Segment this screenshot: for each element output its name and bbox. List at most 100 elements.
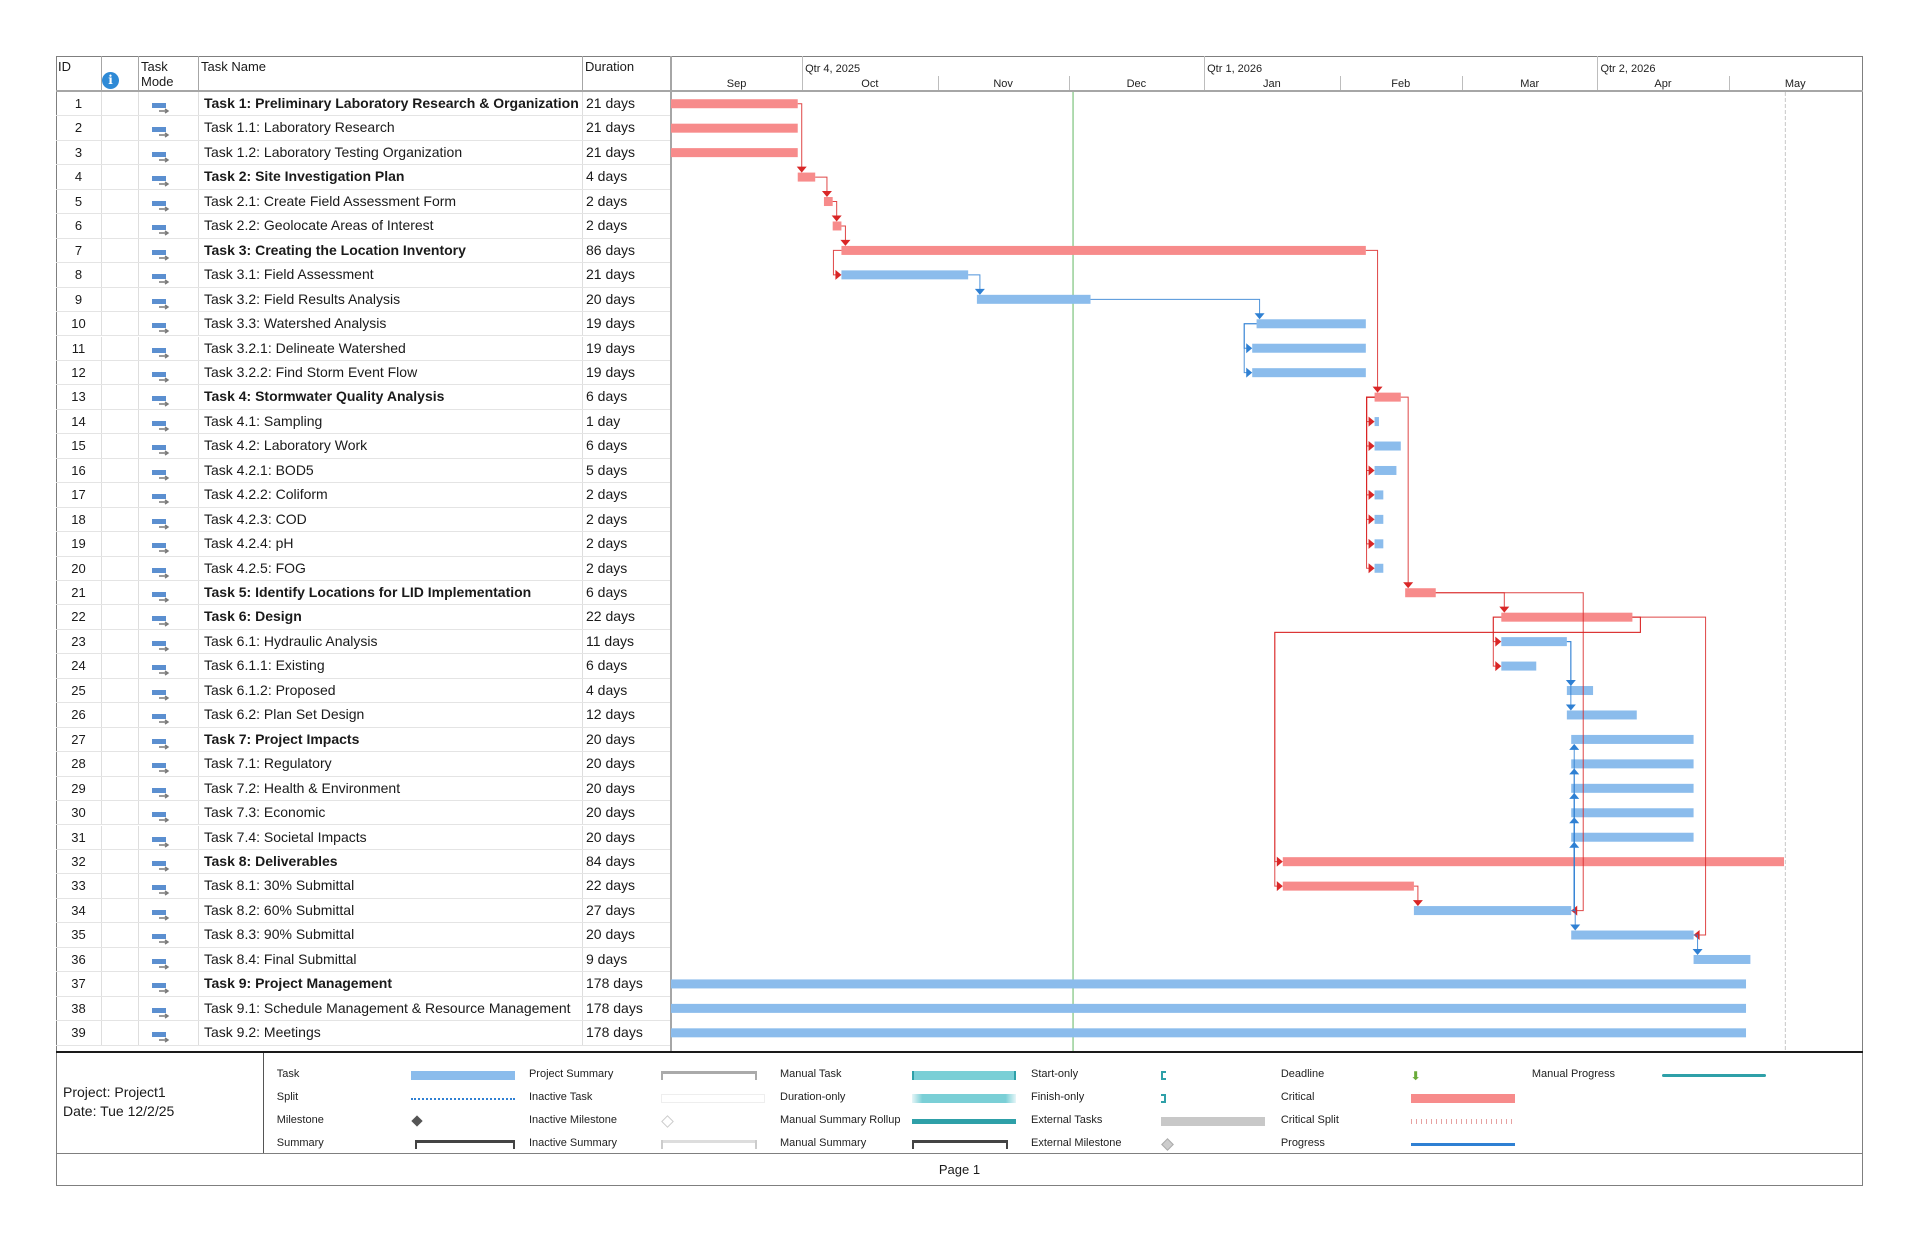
- task-duration[interactable]: 20 days: [583, 752, 671, 776]
- task-duration[interactable]: 6 days: [583, 654, 671, 678]
- task-mode-cell[interactable]: [139, 849, 199, 874]
- task-row[interactable]: 28 Task 7.1: Regulatory 20 days: [56, 752, 671, 777]
- task-row[interactable]: 36 Task 8.4: Final Submittal 9 days: [56, 947, 671, 973]
- task-mode-cell[interactable]: [139, 825, 199, 849]
- task-name[interactable]: Task 7.3: Economic: [199, 801, 583, 825]
- task-duration[interactable]: 20 days: [583, 776, 671, 801]
- task-row[interactable]: 34 Task 8.2: 60% Submittal 27 days: [56, 898, 671, 924]
- task-row[interactable]: 27 Task 7: Project Impacts 20 days: [56, 727, 671, 753]
- task-mode-cell[interactable]: [139, 581, 199, 605]
- task-mode-cell[interactable]: [139, 727, 199, 752]
- task-mode-cell[interactable]: [139, 801, 199, 825]
- task-mode-cell[interactable]: [139, 238, 199, 263]
- task-duration[interactable]: 2 days: [583, 189, 671, 214]
- column-header-id[interactable]: ID: [56, 56, 102, 92]
- task-mode-cell[interactable]: [139, 874, 199, 898]
- task-duration[interactable]: 19 days: [583, 312, 671, 336]
- task-mode-cell[interactable]: [139, 214, 199, 238]
- task-duration[interactable]: 21 days: [583, 263, 671, 287]
- task-mode-cell[interactable]: [139, 507, 199, 532]
- task-row[interactable]: 18 Task 4.2.3: COD 2 days: [56, 507, 671, 533]
- task-name[interactable]: Task 4.2: Laboratory Work: [199, 434, 583, 458]
- task-duration[interactable]: 21 days: [583, 116, 671, 140]
- task-row[interactable]: 30 Task 7.3: Economic 20 days: [56, 801, 671, 826]
- task-row[interactable]: 26 Task 6.2: Plan Set Design 12 days: [56, 703, 671, 728]
- task-mode-cell[interactable]: [139, 996, 199, 1021]
- task-duration[interactable]: 4 days: [583, 165, 671, 189]
- task-name[interactable]: Task 6: Design: [199, 605, 583, 629]
- task-row[interactable]: 6 Task 2.2: Geolocate Areas of Interest …: [56, 214, 671, 239]
- task-row[interactable]: 5 Task 2.1: Create Field Assessment Form…: [56, 189, 671, 215]
- task-name[interactable]: Task 4.2.1: BOD5: [199, 458, 583, 483]
- task-name[interactable]: Task 7.4: Societal Impacts: [199, 825, 583, 849]
- task-name[interactable]: Task 8: Deliverables: [199, 849, 583, 874]
- task-name[interactable]: Task 1.1: Laboratory Research: [199, 116, 583, 140]
- task-duration[interactable]: 6 days: [583, 581, 671, 605]
- task-mode-cell[interactable]: [139, 336, 199, 360]
- task-duration[interactable]: 6 days: [583, 385, 671, 409]
- task-mode-cell[interactable]: [139, 947, 199, 972]
- task-duration[interactable]: 4 days: [583, 678, 671, 703]
- task-mode-cell[interactable]: [139, 287, 199, 312]
- task-name[interactable]: Task 5: Identify Locations for LID Imple…: [199, 581, 583, 605]
- column-header-task-mode[interactable]: Task Mode: [139, 56, 199, 92]
- task-row[interactable]: 17 Task 4.2.2: Coliform 2 days: [56, 483, 671, 508]
- task-row[interactable]: 37 Task 9: Project Management 178 days: [56, 972, 671, 997]
- task-name[interactable]: Task 4.2.2: Coliform: [199, 483, 583, 507]
- task-row[interactable]: 35 Task 8.3: 90% Submittal 20 days: [56, 923, 671, 948]
- task-row[interactable]: 39 Task 9.2: Meetings 178 days: [56, 1021, 671, 1046]
- task-duration[interactable]: 20 days: [583, 287, 671, 312]
- task-row[interactable]: 16 Task 4.2.1: BOD5 5 days: [56, 458, 671, 484]
- task-row[interactable]: 33 Task 8.1: 30% Submittal 22 days: [56, 874, 671, 899]
- task-row[interactable]: 29 Task 7.2: Health & Environment 20 day…: [56, 776, 671, 802]
- task-duration[interactable]: 5 days: [583, 458, 671, 483]
- task-duration[interactable]: 20 days: [583, 801, 671, 825]
- task-name[interactable]: Task 3.2: Field Results Analysis: [199, 287, 583, 312]
- task-row[interactable]: 32 Task 8: Deliverables 84 days: [56, 849, 671, 875]
- task-duration[interactable]: 2 days: [583, 483, 671, 507]
- task-row[interactable]: 19 Task 4.2.4: pH 2 days: [56, 532, 671, 557]
- task-mode-cell[interactable]: [139, 923, 199, 947]
- task-duration[interactable]: 178 days: [583, 972, 671, 996]
- column-header-indicators[interactable]: [102, 56, 139, 92]
- task-name[interactable]: Task 7: Project Impacts: [199, 727, 583, 752]
- task-duration[interactable]: 22 days: [583, 605, 671, 629]
- task-duration[interactable]: 2 days: [583, 507, 671, 532]
- task-mode-cell[interactable]: [139, 1021, 199, 1045]
- task-mode-cell[interactable]: [139, 140, 199, 165]
- task-name[interactable]: Task 3.2.1: Delineate Watershed: [199, 336, 583, 360]
- task-duration[interactable]: 20 days: [583, 923, 671, 947]
- task-name[interactable]: Task 7.1: Regulatory: [199, 752, 583, 776]
- task-row[interactable]: 13 Task 4: Stormwater Quality Analysis 6…: [56, 385, 671, 410]
- task-mode-cell[interactable]: [139, 898, 199, 923]
- task-duration[interactable]: 21 days: [583, 140, 671, 165]
- task-duration[interactable]: 22 days: [583, 874, 671, 898]
- task-name[interactable]: Task 2.2: Geolocate Areas of Interest: [199, 214, 583, 238]
- task-duration[interactable]: 27 days: [583, 898, 671, 923]
- table-chart-divider[interactable]: [670, 56, 672, 1051]
- task-name[interactable]: Task 4.2.3: COD: [199, 507, 583, 532]
- task-name[interactable]: Task 8.1: 30% Submittal: [199, 874, 583, 898]
- task-name[interactable]: Task 3.1: Field Assessment: [199, 263, 583, 287]
- task-mode-cell[interactable]: [139, 776, 199, 801]
- task-duration[interactable]: 2 days: [583, 214, 671, 238]
- task-row[interactable]: 22 Task 6: Design 22 days: [56, 605, 671, 630]
- task-row[interactable]: 23 Task 6.1: Hydraulic Analysis 11 days: [56, 629, 671, 655]
- task-row[interactable]: 1 Task 1: Preliminary Laboratory Researc…: [56, 92, 671, 117]
- task-name[interactable]: Task 8.2: 60% Submittal: [199, 898, 583, 923]
- task-duration[interactable]: 19 days: [583, 360, 671, 385]
- task-duration[interactable]: 12 days: [583, 703, 671, 727]
- task-duration[interactable]: 2 days: [583, 556, 671, 580]
- task-mode-cell[interactable]: [139, 703, 199, 727]
- task-mode-cell[interactable]: [139, 605, 199, 629]
- task-duration[interactable]: 84 days: [583, 849, 671, 874]
- task-duration[interactable]: 21 days: [583, 92, 671, 116]
- task-mode-cell[interactable]: [139, 92, 199, 116]
- task-mode-cell[interactable]: [139, 458, 199, 483]
- task-row[interactable]: 9 Task 3.2: Field Results Analysis 20 da…: [56, 287, 671, 313]
- task-name[interactable]: Task 4: Stormwater Quality Analysis: [199, 385, 583, 409]
- task-mode-cell[interactable]: [139, 385, 199, 409]
- task-row[interactable]: 7 Task 3: Creating the Location Inventor…: [56, 238, 671, 264]
- task-duration[interactable]: 6 days: [583, 434, 671, 458]
- task-row[interactable]: 25 Task 6.1.2: Proposed 4 days: [56, 678, 671, 704]
